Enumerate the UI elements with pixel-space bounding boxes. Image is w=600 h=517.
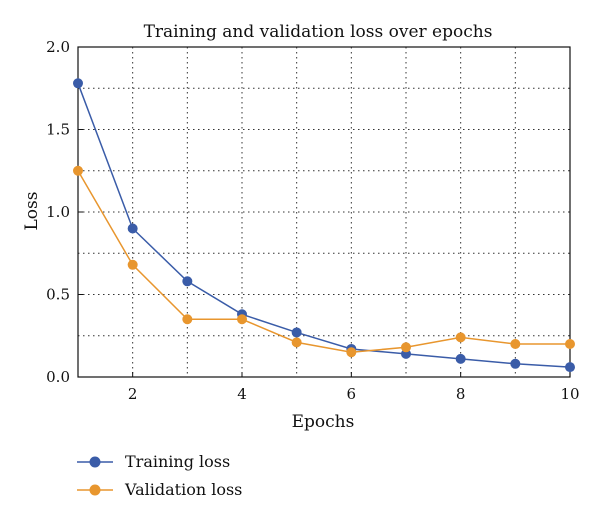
legend-label: Validation loss <box>124 480 242 499</box>
series-validation-loss <box>73 165 575 358</box>
x-tick-label: 4 <box>237 385 247 403</box>
series-line <box>77 83 571 368</box>
data-point <box>291 337 302 348</box>
data-point <box>182 276 193 287</box>
data-point <box>127 259 138 270</box>
legend-item: Validation loss <box>77 480 242 499</box>
data-point <box>565 362 575 373</box>
grid-lines <box>78 47 570 377</box>
data-point <box>455 332 466 343</box>
y-tick-label: 1.0 <box>46 203 70 221</box>
x-tick-label: 6 <box>347 385 357 403</box>
y-tick-label: 1.5 <box>46 121 70 139</box>
data-point <box>127 223 138 234</box>
data-point <box>73 165 83 176</box>
legend-item: Training loss <box>77 452 230 471</box>
series-layer <box>73 78 575 373</box>
data-point <box>237 314 247 325</box>
data-point <box>510 339 521 349</box>
series-line <box>77 170 570 354</box>
data-point <box>565 339 575 349</box>
data-point <box>401 342 411 353</box>
y-axis-label: Loss <box>22 192 42 231</box>
data-point <box>182 314 193 325</box>
x-axis-label: Epochs <box>292 412 355 432</box>
axis-ticks: 2 4 6 8 10 0.0 0.5 1.0 1.5 2.0 <box>46 38 579 403</box>
legend-label: Training loss <box>125 452 230 471</box>
y-tick-label: 0.0 <box>46 368 70 386</box>
legend-marker <box>89 484 101 496</box>
series-training-loss <box>73 78 575 373</box>
data-point <box>291 327 302 338</box>
legend-marker <box>89 456 101 468</box>
y-tick-label: 2.0 <box>46 38 70 56</box>
data-point <box>346 347 357 358</box>
data-point <box>455 353 466 364</box>
data-point <box>73 78 83 89</box>
x-tick-label: 2 <box>128 385 138 403</box>
legend: Training loss Validation loss <box>77 452 242 499</box>
y-tick-label: 0.5 <box>46 286 70 304</box>
data-point <box>510 358 521 369</box>
x-tick-label: 8 <box>456 385 466 403</box>
chart-title: Training and validation loss over epochs <box>144 22 493 42</box>
x-tick-label: 10 <box>560 385 579 403</box>
